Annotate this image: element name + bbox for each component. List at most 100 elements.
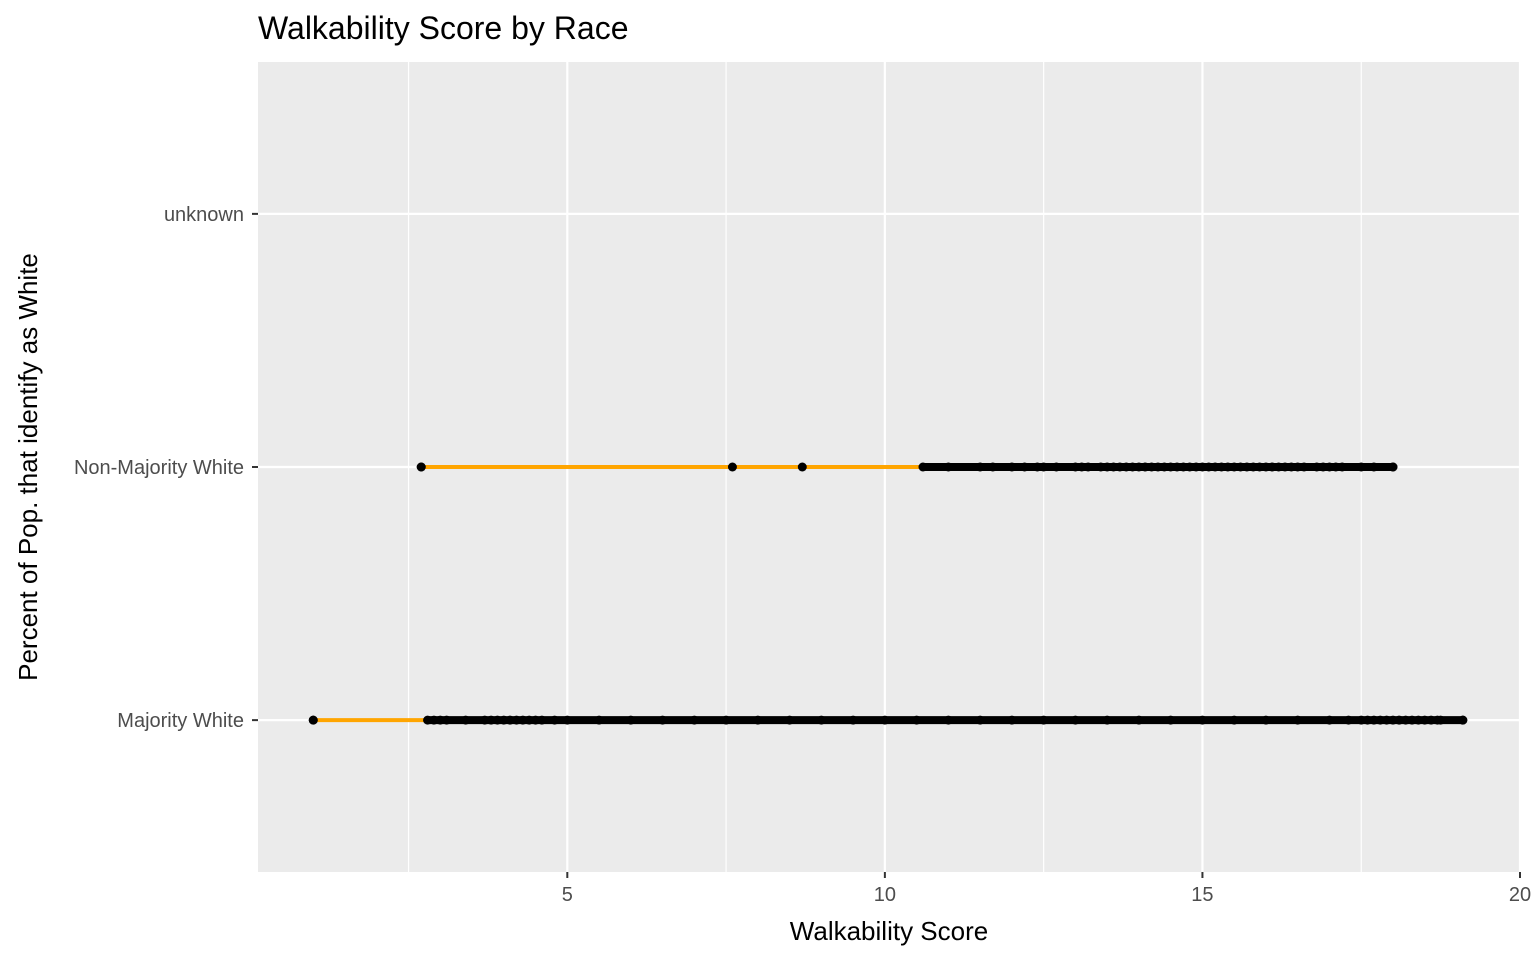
data-point (1185, 462, 1195, 472)
data-point (1248, 462, 1258, 472)
point-cluster (446, 716, 466, 725)
point-cluster (757, 716, 790, 725)
point-cluster (1361, 463, 1374, 471)
data-point (1388, 715, 1398, 725)
data-point (918, 462, 928, 472)
data-point (429, 715, 439, 725)
data-point (1394, 715, 1404, 725)
data-point (1229, 715, 1239, 725)
point-cluster (1024, 463, 1038, 471)
data-point (1324, 715, 1334, 725)
data-point (658, 715, 668, 725)
data-point (816, 715, 826, 725)
point-cluster (980, 463, 993, 471)
data-point (1102, 715, 1112, 725)
point-cluster (1138, 716, 1171, 725)
data-point (689, 715, 699, 725)
data-point (1255, 462, 1265, 472)
data-point (797, 462, 807, 472)
data-point (486, 715, 496, 725)
point-cluster (1088, 463, 1101, 471)
data-point (594, 715, 604, 725)
data-point (1115, 462, 1125, 472)
data-point (416, 462, 426, 472)
data-point (1172, 462, 1182, 472)
point-cluster (884, 716, 917, 725)
data-point (1083, 462, 1093, 472)
data-point (753, 715, 763, 725)
data-point (1436, 715, 1446, 725)
data-point (1413, 715, 1423, 725)
data-point (492, 715, 502, 725)
data-point (1178, 462, 1188, 472)
data-point (1051, 462, 1061, 472)
point-cluster (1202, 716, 1235, 725)
points-layer (308, 462, 1468, 725)
data-point (912, 715, 922, 725)
x-tick-label-5: 5 (562, 884, 573, 906)
data-point (1096, 462, 1106, 472)
data-point (1337, 462, 1347, 472)
data-point (308, 715, 318, 725)
data-point (1140, 462, 1150, 472)
data-point (988, 462, 998, 472)
data-point (1007, 462, 1017, 472)
point-cluster (916, 716, 949, 725)
data-point (1039, 462, 1049, 472)
x-tick-label-20: 20 (1509, 884, 1531, 906)
data-point (1356, 715, 1366, 725)
data-point (1223, 462, 1233, 472)
chart-title: Walkability Score by Race (258, 10, 629, 46)
point-cluster (465, 716, 485, 725)
point-cluster (1265, 716, 1298, 725)
data-point (423, 715, 433, 725)
data-point (1267, 462, 1277, 472)
point-cluster (541, 716, 555, 725)
data-point (1458, 715, 1468, 725)
point-cluster (1043, 463, 1057, 471)
data-point (1236, 462, 1246, 472)
data-point (435, 715, 445, 725)
data-point (505, 715, 515, 725)
y-axis-title: Percent of Pop. that identify as White (13, 253, 43, 681)
data-point (1344, 715, 1354, 725)
data-point (1197, 715, 1207, 725)
data-point (1375, 715, 1385, 725)
data-point (1191, 462, 1201, 472)
data-point (511, 715, 521, 725)
data-point (1286, 462, 1296, 472)
data-point (1299, 462, 1309, 472)
point-cluster (980, 716, 1012, 725)
data-point (1166, 462, 1176, 472)
data-point (1426, 715, 1436, 725)
data-point (1147, 462, 1157, 472)
data-point (785, 715, 795, 725)
data-point (943, 715, 953, 725)
point-cluster (1075, 716, 1108, 725)
point-cluster (948, 463, 981, 471)
point-cluster (1329, 716, 1349, 725)
data-point (1229, 462, 1239, 472)
point-cluster (821, 716, 854, 725)
data-point (1382, 715, 1392, 725)
data-point (1280, 462, 1290, 472)
x-tick-label-10: 10 (874, 884, 896, 906)
point-cluster (662, 716, 695, 725)
data-point (1261, 462, 1271, 472)
data-point (1401, 715, 1411, 725)
data-point (1274, 462, 1284, 472)
data-point (1109, 462, 1119, 472)
data-point (537, 715, 547, 725)
data-point (721, 715, 731, 725)
data-point (1032, 462, 1042, 472)
data-point (1261, 715, 1271, 725)
point-cluster (726, 716, 758, 725)
data-point (1312, 462, 1322, 472)
point-cluster (922, 463, 949, 471)
data-point (1039, 715, 1049, 725)
point-cluster (789, 716, 822, 725)
point-cluster (1234, 716, 1266, 725)
data-point (1128, 462, 1138, 472)
data-point (1159, 462, 1169, 472)
point-cluster (992, 463, 1012, 471)
